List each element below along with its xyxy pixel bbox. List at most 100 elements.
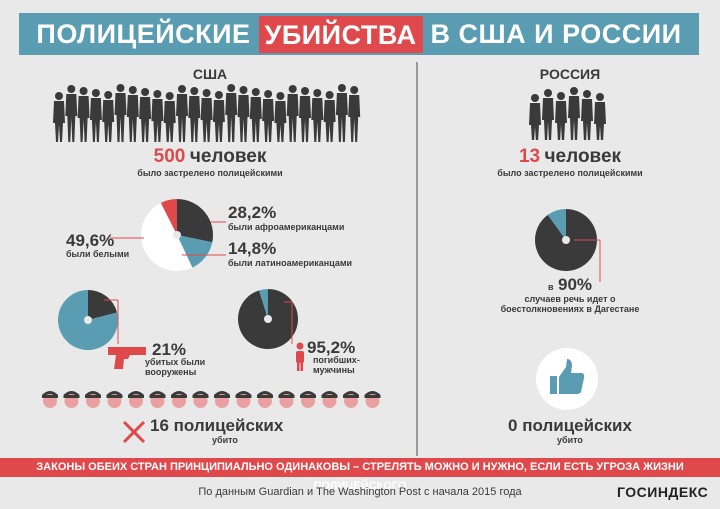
person-icon xyxy=(529,103,541,140)
police-officer-icon xyxy=(42,395,58,398)
dagestan-pct: 90% xyxy=(557,275,593,294)
person-icon xyxy=(165,92,174,100)
police-officer-icon xyxy=(235,391,252,395)
usa-victims-unit: человек xyxy=(189,146,267,167)
person-icon xyxy=(286,94,299,142)
police-officer-icon xyxy=(63,391,80,395)
person-icon xyxy=(227,84,236,92)
person-icon xyxy=(594,102,606,140)
pie-slice-other xyxy=(547,209,566,240)
police-officer-icon xyxy=(85,395,101,398)
title-highlight: УБИЙСТВА xyxy=(258,15,423,53)
person-icon xyxy=(262,99,275,142)
title-part-1: ПОЛИЦЕЙСКИЕ xyxy=(36,18,251,49)
armed-pct: 21% xyxy=(152,340,187,359)
police-officer-icons xyxy=(42,391,381,408)
person-icon xyxy=(202,89,211,97)
person-icon xyxy=(128,86,137,94)
men-pie-chart xyxy=(238,289,298,349)
person-icon xyxy=(596,93,604,101)
russia-crowd-icon xyxy=(529,87,606,140)
person-icon xyxy=(102,100,115,142)
title-part-2: В США И РОССИИ xyxy=(430,18,682,49)
person-icon xyxy=(79,87,88,95)
person-icon xyxy=(65,94,78,142)
person-icon xyxy=(55,92,63,100)
russia-victims-number: 13 xyxy=(518,146,541,167)
police-officers-row xyxy=(40,386,385,412)
person-icon xyxy=(114,93,127,142)
dagestan-caption-2: боестолкновениях в Дагестане xyxy=(500,304,640,314)
person-icon xyxy=(531,94,539,102)
person-icon xyxy=(325,91,334,99)
police-officer-icon xyxy=(321,391,338,395)
person-icon xyxy=(555,101,567,140)
person-icon xyxy=(239,86,248,94)
police-officer-icon xyxy=(85,391,101,395)
police-officer-icon xyxy=(192,395,209,398)
dagestan-caption-1: случаев речь идет о xyxy=(524,294,616,304)
person-icon xyxy=(91,89,100,97)
police-officer-icon xyxy=(214,391,230,395)
person-icon xyxy=(335,93,348,142)
armed-caption-1: убитых были xyxy=(145,357,206,367)
police-officer-icon xyxy=(171,395,187,398)
person-icon xyxy=(544,89,552,97)
latino-caption: были латиноамериканцами xyxy=(228,258,353,268)
police-officer-icon xyxy=(300,395,316,398)
person-icon xyxy=(151,99,164,142)
police-officer-icon xyxy=(278,391,295,395)
police-officer-icon xyxy=(343,395,359,398)
african-american-caption: были афроамериканцами xyxy=(228,222,345,232)
cross-icon xyxy=(122,420,146,444)
usa-crowd-icon xyxy=(53,84,361,142)
person-icon xyxy=(337,84,346,92)
person-icon xyxy=(249,97,262,142)
person-icon xyxy=(299,96,311,142)
person-icon xyxy=(104,91,113,99)
white-pct: 49,6% xyxy=(66,231,115,250)
person-icon xyxy=(176,94,188,142)
person-icon xyxy=(214,91,223,99)
pie-slice-armed xyxy=(88,290,118,320)
person-icon xyxy=(288,85,297,93)
police-officer-icon xyxy=(343,391,359,395)
person-icon xyxy=(153,90,162,98)
person-icon xyxy=(583,90,591,98)
page-title: ПОЛИЦЕЙСКИЕ УБИЙСТВА В США И РОССИИ xyxy=(19,13,699,55)
person-icon xyxy=(163,101,176,142)
men-pie-center xyxy=(264,315,272,323)
person-icon xyxy=(348,95,361,142)
usa-police-killed-caption: убито xyxy=(212,435,238,445)
police-officer-icon xyxy=(149,391,166,395)
person-icon xyxy=(323,100,336,142)
person-icon xyxy=(264,90,273,98)
person-icon xyxy=(301,87,309,95)
police-officer-icon xyxy=(257,395,273,398)
russia-label: РОССИЯ xyxy=(539,66,601,82)
armed-caption-2: вооружены xyxy=(145,367,197,377)
police-officer-icon xyxy=(106,391,123,395)
police-officer-icon xyxy=(171,391,187,395)
person-icon xyxy=(188,96,201,142)
banner-text: ЗАКОНЫ ОБЕИХ СТРАН ПРИНЦИПИАЛЬНО ОДИНАКО… xyxy=(36,461,684,492)
person-icon xyxy=(89,98,102,142)
police-officer-icon xyxy=(149,395,166,398)
police-officer-icon xyxy=(364,395,381,398)
person-icon xyxy=(568,96,580,140)
person-icon xyxy=(190,87,199,95)
police-officer-icon xyxy=(278,395,295,398)
person-icon xyxy=(276,92,285,100)
pie-slice-latino xyxy=(177,235,213,268)
person-icon xyxy=(570,87,578,95)
russia-victims-unit: человек xyxy=(544,146,622,167)
men-caption-1: погибших- xyxy=(313,355,360,365)
police-officer-icon xyxy=(364,391,381,395)
person-icon xyxy=(542,98,554,140)
men-pointer xyxy=(284,301,293,344)
thumbs-up-icon xyxy=(536,348,598,410)
white-caption: были белыми xyxy=(66,249,130,259)
person-icon xyxy=(67,85,76,93)
pie-slice-other xyxy=(160,199,177,235)
police-officer-icon xyxy=(128,395,144,398)
